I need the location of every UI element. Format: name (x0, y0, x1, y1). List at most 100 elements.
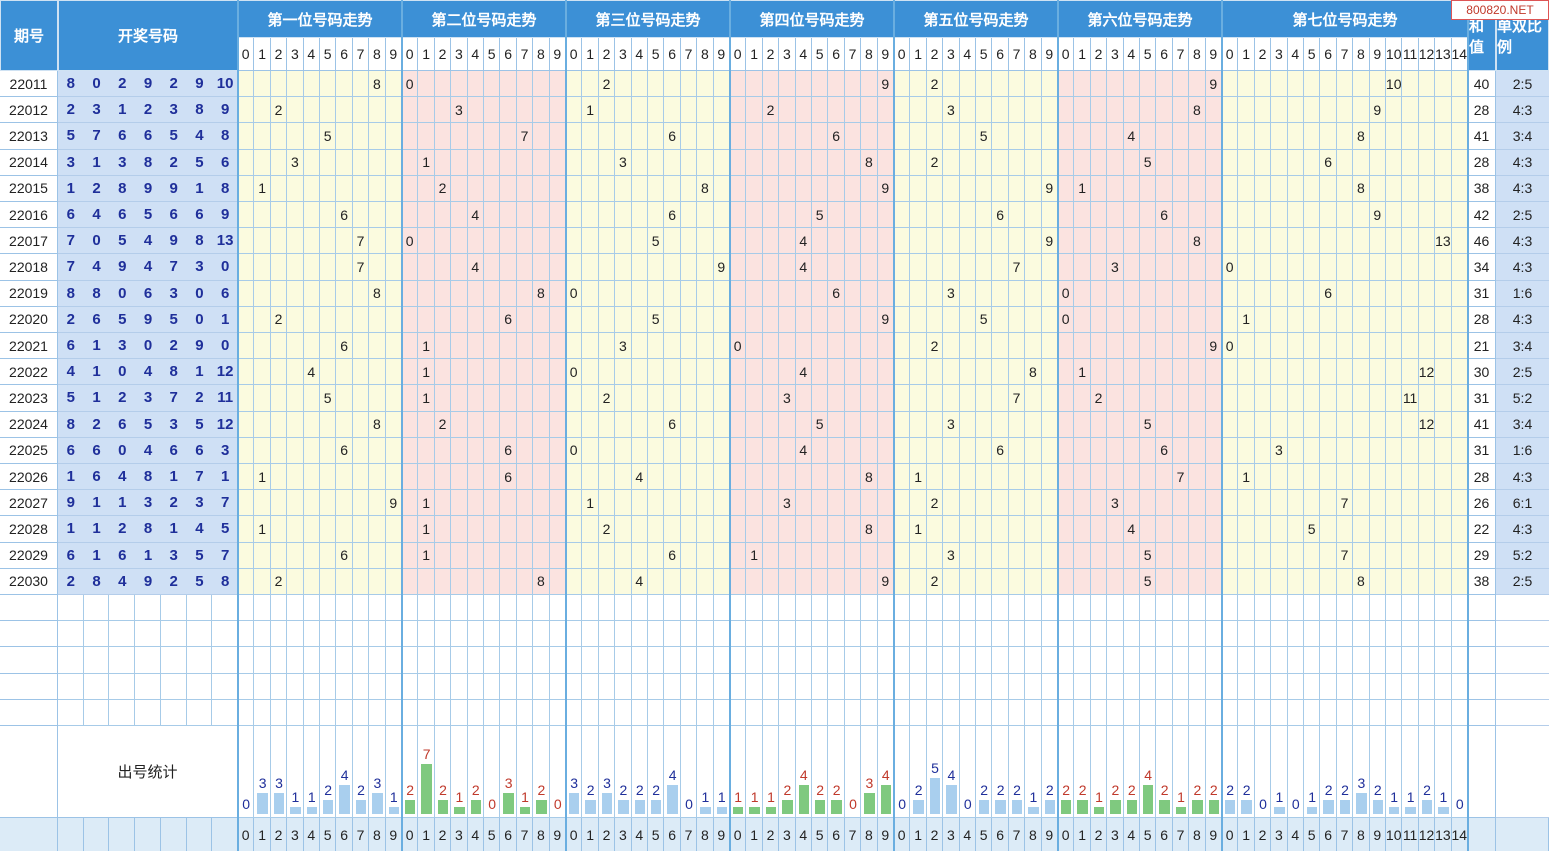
trend-cell (598, 254, 616, 281)
trend-cell (697, 228, 714, 255)
trend-cell (1107, 411, 1124, 438)
trend-cell (877, 516, 894, 543)
trend-cell (238, 464, 255, 491)
empty-ratio-cell (1496, 621, 1549, 648)
trend-cell (582, 464, 599, 491)
trend-hit-cell: 5 (812, 411, 829, 438)
empty-trend-cell (762, 621, 780, 648)
group-header-1: 第一位号码走势 (238, 0, 402, 38)
trend-cell (1090, 149, 1108, 176)
trend-cell (1238, 280, 1255, 307)
trend-cell (648, 280, 665, 307)
empty-trend-cell (484, 699, 501, 726)
empty-trend-cell (697, 647, 714, 674)
trend-cell (1058, 254, 1075, 281)
empty-trend-cell (910, 595, 927, 622)
trend-cell (418, 202, 435, 229)
trend-cell (270, 71, 288, 98)
empty-trend-cell (664, 699, 681, 726)
draw-number: 4 (109, 568, 136, 595)
trend-cell (713, 202, 730, 229)
empty-trend-cell (270, 621, 288, 648)
trend-cell (336, 175, 353, 202)
trend-cell (1254, 359, 1272, 386)
trend-cell (976, 71, 993, 98)
trend-cell (598, 437, 616, 464)
trend-cell (1336, 71, 1354, 98)
footer-digit: 9 (549, 818, 566, 851)
trend-cell (549, 280, 566, 307)
trend-cell (1320, 385, 1337, 412)
digit-header: 8 (533, 38, 550, 71)
empty-draw-cell (186, 595, 213, 622)
empty-trend-cell (1353, 595, 1370, 622)
trend-cell (1205, 516, 1222, 543)
trend-cell (697, 123, 714, 150)
trend-hit-cell: 8 (1353, 568, 1370, 595)
trend-cell (1205, 149, 1222, 176)
trend-hit-cell: 6 (1156, 437, 1173, 464)
stats-value: 2 (832, 781, 841, 798)
trend-cell (566, 228, 583, 255)
trend-cell (1435, 490, 1452, 517)
stats-value: 2 (1045, 781, 1054, 798)
trend-cell (434, 71, 452, 98)
trend-cell (1287, 385, 1304, 412)
trend-cell (451, 411, 468, 438)
empty-trend-cell (976, 621, 993, 648)
empty-issue-cell (0, 595, 58, 622)
trend-cell (1156, 254, 1173, 281)
trend-cell (1287, 516, 1304, 543)
trend-cell (664, 280, 681, 307)
draw-number: 3 (212, 437, 238, 464)
empty-trend-cell (680, 673, 698, 700)
trend-cell (795, 280, 812, 307)
trend-cell (795, 490, 812, 517)
trend-cell (1287, 542, 1304, 569)
trend-cell (894, 175, 911, 202)
empty-trend-cell (1238, 699, 1255, 726)
trend-hit-cell: 2 (434, 175, 452, 202)
trend-cell (1369, 516, 1386, 543)
trend-cell (1156, 280, 1173, 307)
empty-trend-cell (1041, 673, 1058, 700)
trend-cell (238, 280, 255, 307)
stats-value: 1 (455, 788, 464, 805)
trend-cell (812, 280, 829, 307)
trend-cell (877, 490, 894, 517)
trend-cell (795, 516, 812, 543)
trend-cell (385, 516, 402, 543)
trend-cell (402, 411, 419, 438)
draw-number: 1 (186, 359, 213, 386)
empty-trend-cell (1304, 595, 1321, 622)
trend-cell (1172, 411, 1190, 438)
issue-cell: 22029 (0, 542, 58, 569)
stats-cell (976, 726, 993, 818)
footer-digit: 7 (352, 818, 370, 851)
trend-cell (648, 202, 665, 229)
trend-cell (1451, 490, 1468, 517)
trend-cell (582, 437, 599, 464)
empty-draw-cell (212, 699, 238, 726)
empty-trend-cell (1058, 673, 1075, 700)
stats-cell (1090, 726, 1108, 818)
empty-trend-cell (1304, 673, 1321, 700)
trend-cell (270, 516, 288, 543)
footer-digit: 7 (1336, 818, 1354, 851)
trend-cell (385, 464, 402, 491)
empty-trend-cell (303, 621, 320, 648)
trend-cell (992, 542, 1009, 569)
trend-cell (680, 202, 698, 229)
trend-cell (1041, 568, 1058, 595)
trend-cell (1451, 516, 1468, 543)
empty-sum-cell (1468, 595, 1496, 622)
trend-cell (1222, 542, 1239, 569)
trend-hit-cell: 4 (467, 202, 484, 229)
trend-cell (1320, 411, 1337, 438)
trend-cell (1090, 490, 1108, 517)
trend-cell (1402, 542, 1419, 569)
empty-trend-cell (287, 621, 304, 648)
empty-trend-cell (746, 647, 763, 674)
stats-value: 2 (1242, 781, 1251, 798)
digit-header: 0 (238, 38, 255, 71)
